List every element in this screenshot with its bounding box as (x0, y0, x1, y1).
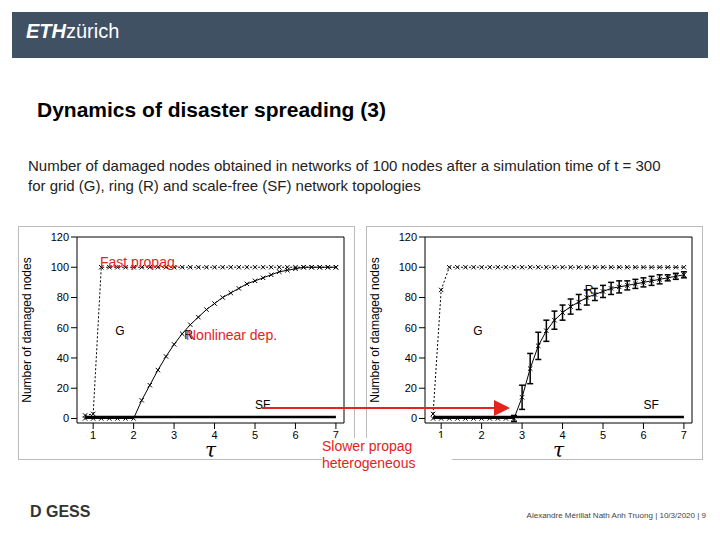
svg-text:3: 3 (519, 429, 525, 441)
svg-text:7: 7 (332, 428, 339, 441)
svg-text:G: G (115, 324, 124, 338)
svg-text:7: 7 (681, 429, 687, 441)
svg-text:1: 1 (90, 429, 96, 441)
svg-text:Number of damaged nodes: Number of damaged nodes (20, 257, 34, 402)
svg-text:5: 5 (600, 429, 606, 441)
svg-text:40: 40 (57, 352, 69, 364)
svg-text:100: 100 (51, 261, 69, 273)
svg-text:40: 40 (405, 352, 417, 364)
html-text:ETH zürich: ETH zürich (26, 20, 120, 42)
svg-text:SF: SF (255, 398, 270, 412)
svg-text:SF: SF (643, 398, 658, 412)
html-text:Fast propag.: Fast propag. (100, 254, 179, 270)
svg-text:5: 5 (252, 429, 258, 441)
svg-text:80: 80 (57, 291, 69, 303)
html-text:Alexandre Mérillat Nath Anh Tr: Alexandre Mérillat Nath Anh Truong | 10/… (526, 511, 706, 520)
svg-text:4: 4 (559, 428, 566, 441)
svg-text:Number of damaged nodes: Number of damaged nodes (368, 257, 382, 402)
svg-text:τ: τ (205, 438, 217, 459)
svg-text:120: 120 (399, 231, 417, 243)
svg-text:20: 20 (405, 382, 417, 394)
svg-text:2: 2 (131, 429, 137, 441)
svg-text:4: 4 (211, 428, 218, 441)
svg-text:120: 120 (51, 231, 69, 243)
svg-text:1: 1 (438, 428, 445, 441)
html-text:Nonlinear dep.: Nonlinear dep. (186, 327, 278, 343)
svg-text:20: 20 (57, 382, 69, 394)
svg-text:G: G (473, 324, 482, 338)
svg-text:0: 0 (63, 412, 69, 424)
svg-text:6: 6 (640, 429, 646, 441)
svg-text:60: 60 (57, 322, 69, 334)
html-text:D GESS: D GESS (30, 503, 91, 520)
svg-text:100: 100 (399, 261, 417, 273)
svg-text:3: 3 (171, 429, 177, 441)
html-text:Number of damaged nodes obtain: Number of damaged nodes obtained in netw… (28, 157, 661, 194)
html-text:Slower propag heterogeneous: Slower propag heterogeneous (322, 438, 416, 471)
svg-text:0: 0 (411, 412, 417, 424)
svg-text:2: 2 (479, 429, 485, 441)
svg-text:6: 6 (292, 429, 298, 441)
svg-text:60: 60 (405, 322, 417, 334)
svg-text:R: R (585, 283, 594, 297)
svg-text:80: 80 (405, 291, 417, 303)
svg-text:τ: τ (553, 438, 565, 459)
html-text:Dynamics of disaster spreading: Dynamics of disaster spreading (3) (37, 98, 386, 121)
